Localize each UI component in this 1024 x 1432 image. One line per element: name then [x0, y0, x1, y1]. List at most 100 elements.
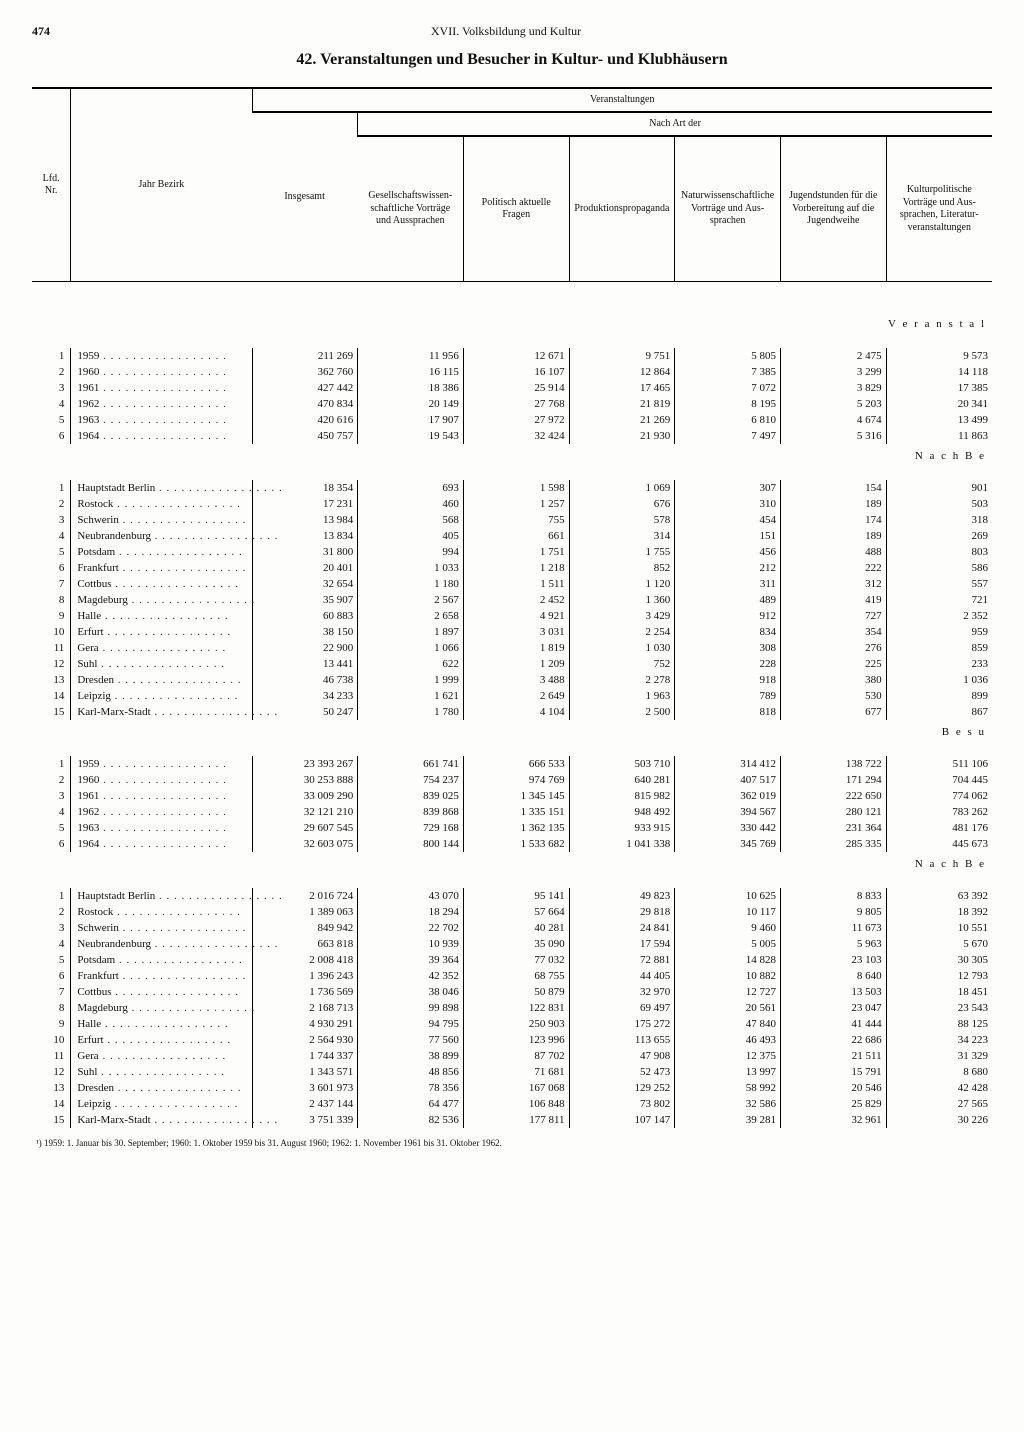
- cell: 1 345 145: [463, 788, 569, 804]
- row-nr: 3: [32, 380, 71, 396]
- cell: 1 036: [886, 672, 992, 688]
- cell: 38 046: [358, 984, 464, 1000]
- cell: 10 882: [675, 968, 781, 984]
- cell: 2 278: [569, 672, 675, 688]
- cell: 2 168 713: [252, 1000, 358, 1016]
- cell: 23 103: [780, 952, 886, 968]
- cell: 38 150: [252, 624, 358, 640]
- cell: 9 805: [780, 904, 886, 920]
- cell: 5 005: [675, 936, 781, 952]
- cell: 867: [886, 704, 992, 720]
- cell: 345 769: [675, 836, 781, 852]
- cell: 3 299: [780, 364, 886, 380]
- table-row: 7Cottbus1 736 56938 04650 87932 97012 72…: [32, 984, 992, 1000]
- row-label: Leipzig: [71, 1096, 252, 1112]
- cell: 1 621: [358, 688, 464, 704]
- table-row: 10Erfurt38 1501 8973 0312 254834354959: [32, 624, 992, 640]
- table-row: 21960362 76016 11516 10712 8647 3853 299…: [32, 364, 992, 380]
- row-nr: 4: [32, 396, 71, 412]
- cell: 4 930 291: [252, 1016, 358, 1032]
- cell: 68 755: [463, 968, 569, 984]
- page-title: 42. Veranstaltungen und Besucher in Kult…: [32, 51, 992, 69]
- cell: 9 460: [675, 920, 781, 936]
- table-row: 13Dresden3 601 97378 356167 068129 25258…: [32, 1080, 992, 1096]
- section-label: N a c h B e: [32, 444, 992, 480]
- cell: 1 209: [463, 656, 569, 672]
- cell: 721: [886, 592, 992, 608]
- table-row: 4196232 121 210839 8681 335 151948 49239…: [32, 804, 992, 820]
- cell: 99 898: [358, 1000, 464, 1016]
- cell: 489: [675, 592, 781, 608]
- cell: 405: [358, 528, 464, 544]
- cell: 2 008 418: [252, 952, 358, 968]
- table-row: 14Leipzig34 2331 6212 6491 963789530899: [32, 688, 992, 704]
- row-nr: 4: [32, 936, 71, 952]
- cell: 23 393 267: [252, 756, 358, 772]
- cell: 225: [780, 656, 886, 672]
- cell: 20 149: [358, 396, 464, 412]
- cell: 568: [358, 512, 464, 528]
- cell: 18 451: [886, 984, 992, 1000]
- cell: 314 412: [675, 756, 781, 772]
- cell: 20 561: [675, 1000, 781, 1016]
- row-nr: 4: [32, 528, 71, 544]
- cell: 58 992: [675, 1080, 781, 1096]
- cell: 834: [675, 624, 781, 640]
- main-table: Lfd. Nr. Jahr Bezirk Veranstaltungen Ins…: [32, 87, 992, 1150]
- cell: 12 727: [675, 984, 781, 1000]
- cell: 16 107: [463, 364, 569, 380]
- cell: 666 533: [463, 756, 569, 772]
- table-row: 15Karl-Marx-Stadt50 2471 7804 1042 50081…: [32, 704, 992, 720]
- cell: 11 956: [358, 348, 464, 364]
- cell: 1 755: [569, 544, 675, 560]
- cell: 154: [780, 480, 886, 496]
- cell: 32 121 210: [252, 804, 358, 820]
- row-label: Magdeburg: [71, 592, 252, 608]
- cell: 77 032: [463, 952, 569, 968]
- cell: 754 237: [358, 772, 464, 788]
- cell: 32 654: [252, 576, 358, 592]
- cell: 815 982: [569, 788, 675, 804]
- cell: 11 863: [886, 428, 992, 444]
- cell: 7 072: [675, 380, 781, 396]
- cell: 16 115: [358, 364, 464, 380]
- cell: 362 760: [252, 364, 358, 380]
- cell: 10 939: [358, 936, 464, 952]
- cell: 661: [463, 528, 569, 544]
- cell: 50 879: [463, 984, 569, 1000]
- cell: 1 744 337: [252, 1048, 358, 1064]
- cell: 511 106: [886, 756, 992, 772]
- cell: 189: [780, 528, 886, 544]
- cell: 974 769: [463, 772, 569, 788]
- cell: 20 341: [886, 396, 992, 412]
- row-label: Neubrandenburg: [71, 528, 252, 544]
- table-row: 8Magdeburg2 168 71399 898122 83169 49720…: [32, 1000, 992, 1016]
- cell: 42 428: [886, 1080, 992, 1096]
- col-c1: Gesell­schafts­wissen­schaftliche Vorträ…: [358, 136, 464, 282]
- cell: 470 834: [252, 396, 358, 412]
- table-row: 5Potsdam2 008 41839 36477 03272 88114 82…: [32, 952, 992, 968]
- cell: 12 671: [463, 348, 569, 364]
- row-nr: 9: [32, 608, 71, 624]
- cell: 228: [675, 656, 781, 672]
- cell: 231 364: [780, 820, 886, 836]
- cell: 380: [780, 672, 886, 688]
- cell: 138 722: [780, 756, 886, 772]
- table-row: 2Rostock17 2314601 257676310189503: [32, 496, 992, 512]
- cell: 9 751: [569, 348, 675, 364]
- cell: 3 601 973: [252, 1080, 358, 1096]
- cell: 13 997: [675, 1064, 781, 1080]
- cell: 488: [780, 544, 886, 560]
- cell: 3 488: [463, 672, 569, 688]
- row-nr: 11: [32, 640, 71, 656]
- cell: 17 594: [569, 936, 675, 952]
- row-nr: 1: [32, 888, 71, 904]
- cell: 122 831: [463, 1000, 569, 1016]
- table-row: 1195923 393 267661 741666 533503 710314 …: [32, 756, 992, 772]
- cell: 17 465: [569, 380, 675, 396]
- cell: 481 176: [886, 820, 992, 836]
- row-nr: 2: [32, 904, 71, 920]
- cell: 12 793: [886, 968, 992, 984]
- cell: 40 281: [463, 920, 569, 936]
- cell: 8 833: [780, 888, 886, 904]
